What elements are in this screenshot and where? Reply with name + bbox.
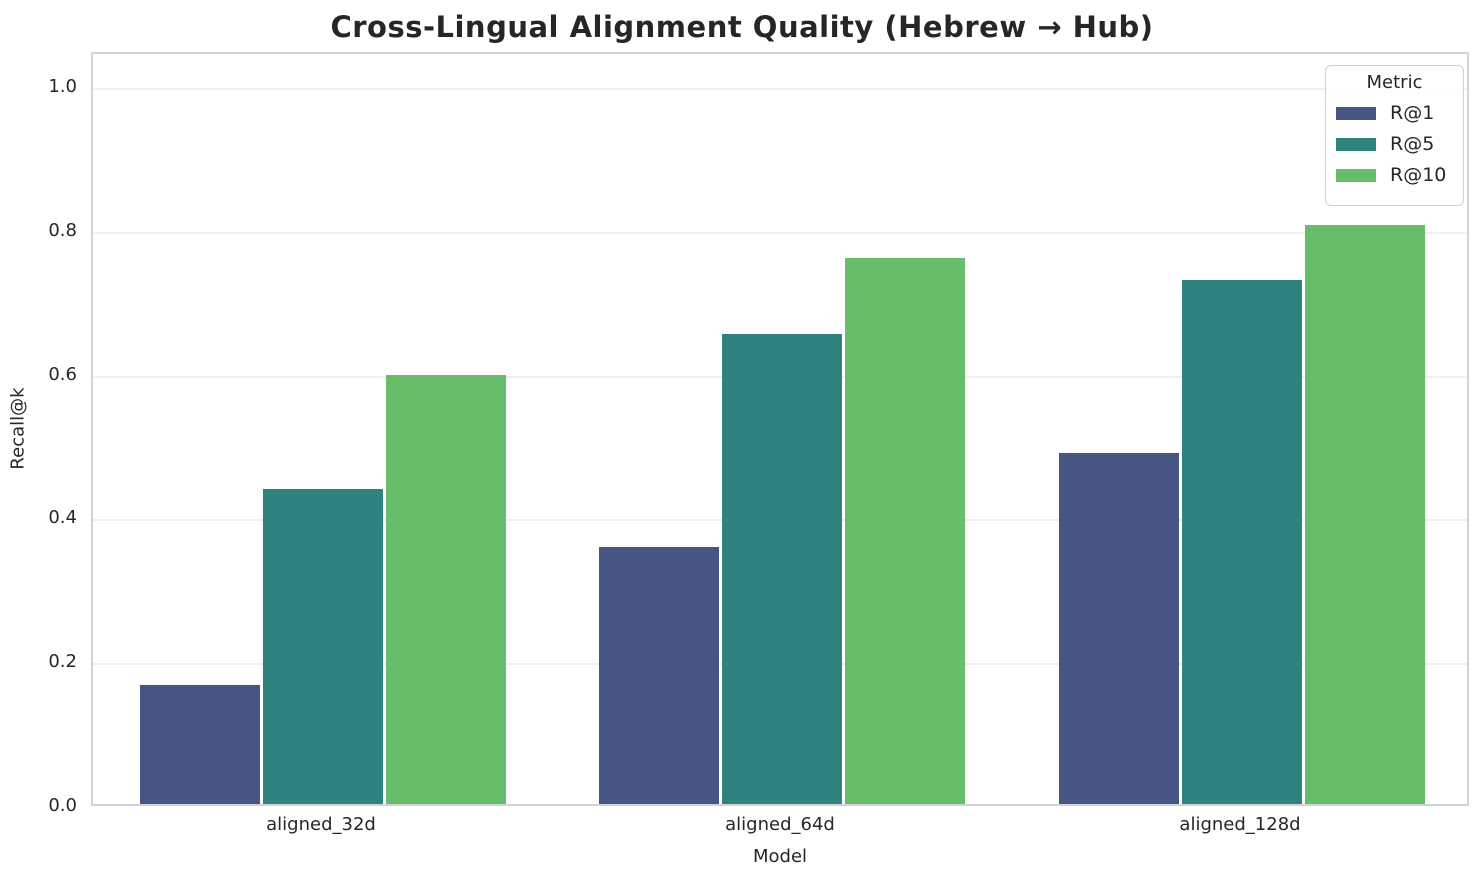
x-axis-label: Model (752, 846, 808, 867)
bar-aligned_32d-R@1 (140, 685, 260, 804)
legend-label: R@5 (1390, 133, 1435, 155)
bar-aligned_64d-R@1 (599, 547, 719, 804)
xtick-label-aligned_128d: aligned_128d (1179, 814, 1301, 835)
ytick-label-0.0: 0.0 (48, 795, 77, 816)
legend-item-R@1: R@1 (1336, 102, 1453, 124)
legend-label: R@1 (1390, 102, 1435, 124)
ytick-label-1.0: 1.0 (48, 76, 77, 97)
gridline-y-0.8 (93, 231, 1467, 234)
bar-aligned_32d-R@5 (263, 489, 383, 804)
bar-aligned_128d-R@1 (1059, 453, 1179, 804)
legend-item-R@10: R@10 (1336, 164, 1453, 186)
bar-aligned_64d-R@5 (722, 334, 842, 804)
legend-items: R@1 R@5 R@10 (1336, 102, 1453, 186)
legend-swatch-icon (1336, 106, 1376, 120)
legend: Metric R@1 R@5 R@10 (1325, 65, 1464, 206)
bar-aligned_128d-R@10 (1305, 225, 1425, 804)
plot-area: Metric R@1 R@5 R@10 (91, 52, 1469, 806)
xtick-label-aligned_32d: aligned_32d (266, 814, 376, 835)
legend-title: Metric (1366, 72, 1423, 93)
ytick-label-0.2: 0.2 (48, 651, 77, 673)
legend-item-R@5: R@5 (1336, 133, 1453, 155)
legend-label: R@10 (1390, 164, 1447, 186)
legend-swatch-icon (1336, 168, 1376, 182)
bar-aligned_32d-R@10 (386, 375, 506, 804)
legend-swatch-icon (1336, 137, 1376, 151)
gridline-y-1 (93, 88, 1467, 90)
xtick-label-aligned_64d: aligned_64d (725, 814, 835, 835)
chart-title: Cross-Lingual Alignment Quality (Hebrew … (330, 10, 1154, 44)
bar-aligned_64d-R@10 (845, 258, 965, 804)
ytick-label-0.4: 0.4 (48, 507, 77, 529)
ytick-label-0.8: 0.8 (48, 219, 77, 241)
ytick-label-0.6: 0.6 (48, 363, 77, 385)
bar-aligned_128d-R@5 (1182, 280, 1302, 804)
y-axis-label: Recall@k (7, 387, 29, 470)
